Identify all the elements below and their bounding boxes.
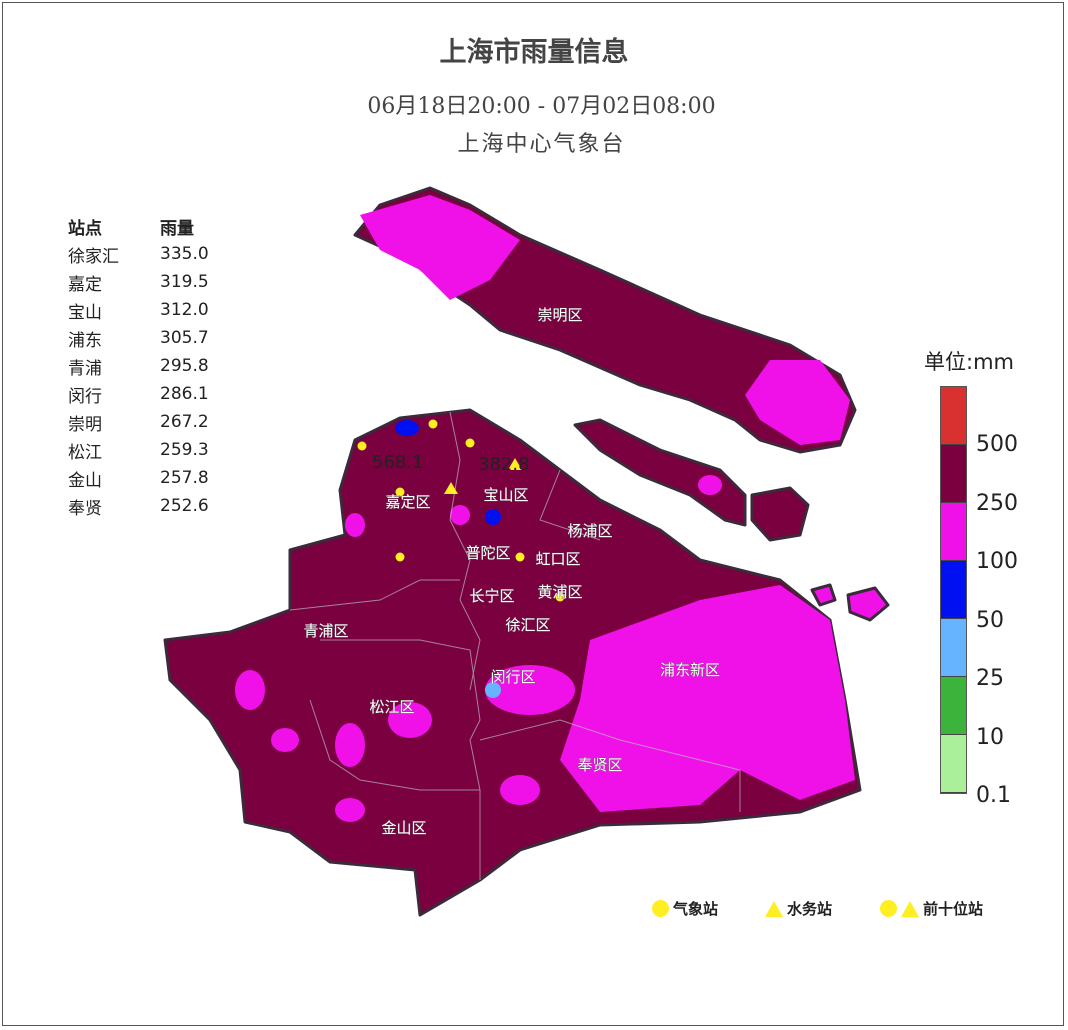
table-row: 金山 257.8 <box>68 464 209 492</box>
table-row: 徐家汇 335.0 <box>68 240 209 268</box>
district-label: 金山区 <box>381 819 426 837</box>
legend-label: 250 <box>976 490 1018 516</box>
table-row: 青浦 295.8 <box>68 352 209 380</box>
legend-swatch <box>941 561 966 619</box>
station-name: 奉贤 <box>68 498 102 519</box>
rainfall-value: 259.3 <box>160 440 209 460</box>
key-weather-station-label: 气象站 <box>673 900 719 918</box>
district-label: 普陀区 <box>465 544 510 562</box>
rain-50-100-area <box>395 420 419 436</box>
table-row: 奉贤 252.6 <box>68 492 209 520</box>
table-header: 站点 雨量 <box>68 212 209 240</box>
district-label: 闵行区 <box>490 668 535 686</box>
station-name: 青浦 <box>68 358 102 379</box>
rainfall-value: 312.0 <box>160 300 209 320</box>
rain-50-100-area <box>485 509 501 525</box>
small-island <box>846 586 890 622</box>
key-weather-station: 气象站 <box>652 898 718 919</box>
rain-25-50-area <box>485 682 501 698</box>
district-borders <box>289 411 741 880</box>
legend-swatch <box>941 619 966 677</box>
stations-table: 站点 雨量 徐家汇 335.0 嘉定 319.5 宝山 312.0 浦东 305.7 青浦 295… <box>68 212 209 520</box>
table-row: 闵行 286.1 <box>68 380 209 408</box>
table-row: 宝山 312.0 <box>68 296 209 324</box>
rainfall-value: 319.5 <box>160 272 209 292</box>
station-name: 闵行 <box>68 386 102 407</box>
table-row: 松江 259.3 <box>68 436 209 464</box>
rainfall-value: 286.1 <box>160 384 209 404</box>
triangle-icon <box>765 900 783 917</box>
header-rainfall: 雨量 <box>160 218 194 239</box>
rainfall-value: 335.0 <box>160 244 209 264</box>
district-label: 杨浦区 <box>567 522 612 540</box>
key-water-station-label: 水务站 <box>787 900 833 918</box>
page-title: 上海市雨量信息 <box>439 37 629 68</box>
legend-swatch <box>941 445 966 503</box>
district-label: 宝山区 <box>483 486 528 504</box>
rainfall-value: 295.8 <box>160 356 209 376</box>
table-row: 浦东 305.7 <box>68 324 209 352</box>
legend-label: 10 <box>976 724 1004 750</box>
station-name: 崇明 <box>68 414 102 435</box>
circle-icon <box>880 900 897 917</box>
key-top-ten-label: 前十位站 <box>923 900 984 918</box>
rainfall-value: 267.2 <box>160 412 209 432</box>
legend-colorbar <box>940 386 967 794</box>
key-water-station: 水务站 <box>765 898 832 919</box>
district-label: 黄浦区 <box>537 583 582 601</box>
legend-label: 0.1 <box>976 783 1011 808</box>
station-markers <box>357 419 565 602</box>
legend-swatch <box>941 387 966 445</box>
legend-title: 单位:mm <box>924 350 1014 374</box>
district-label: 长宁区 <box>469 587 514 605</box>
rainfall-value: 252.6 <box>160 496 209 516</box>
legend-label: 50 <box>976 607 1004 633</box>
station-name: 嘉定 <box>68 274 102 295</box>
circle-icon <box>652 900 669 917</box>
rain-100-250-areas <box>235 195 855 822</box>
max-label-2: 382.8 <box>478 454 530 475</box>
legend-label: 25 <box>976 666 1004 691</box>
station-name: 金山 <box>68 470 102 491</box>
organization: 上海中心气象台 <box>457 132 626 157</box>
key-top-ten: 前十位站 <box>880 898 983 919</box>
station-name: 宝山 <box>68 302 102 323</box>
changxing-island <box>573 418 747 527</box>
legend-label: 100 <box>976 549 1018 574</box>
station-name: 浦东 <box>68 330 102 351</box>
table-body: 徐家汇 335.0 嘉定 319.5 宝山 312.0 浦东 305.7 青浦 295.8 闵行 28… <box>68 240 209 520</box>
district-label: 奉贤区 <box>577 756 622 774</box>
hengsha-island <box>750 486 810 542</box>
station-name: 徐家汇 <box>68 246 119 267</box>
district-label: 徐汇区 <box>505 616 550 634</box>
legend-swatch <box>941 503 966 561</box>
district-label: 嘉定区 <box>385 493 430 511</box>
legend-label: 500 <box>976 432 1018 457</box>
rainfall-value: 257.8 <box>160 468 209 488</box>
district-label: 松江区 <box>369 698 414 716</box>
district-label: 崇明区 <box>537 306 582 324</box>
triangle-icon <box>901 900 919 917</box>
district-label: 青浦区 <box>303 622 348 640</box>
station-name: 松江 <box>68 442 102 463</box>
rainfall-value: 305.7 <box>160 328 209 348</box>
table-row: 嘉定 319.5 <box>68 268 209 296</box>
small-island <box>810 583 837 607</box>
table-row: 崇明 267.2 <box>68 408 209 436</box>
district-label: 浦东新区 <box>660 661 720 679</box>
period: 06月18日20:00 - 07月02日08:00 <box>367 94 716 119</box>
header-station: 站点 <box>68 218 102 239</box>
district-label: 虹口区 <box>535 550 580 568</box>
max-label-1: 568.1 <box>372 452 424 473</box>
legend-swatch <box>941 677 966 735</box>
legend-swatch <box>941 735 966 793</box>
